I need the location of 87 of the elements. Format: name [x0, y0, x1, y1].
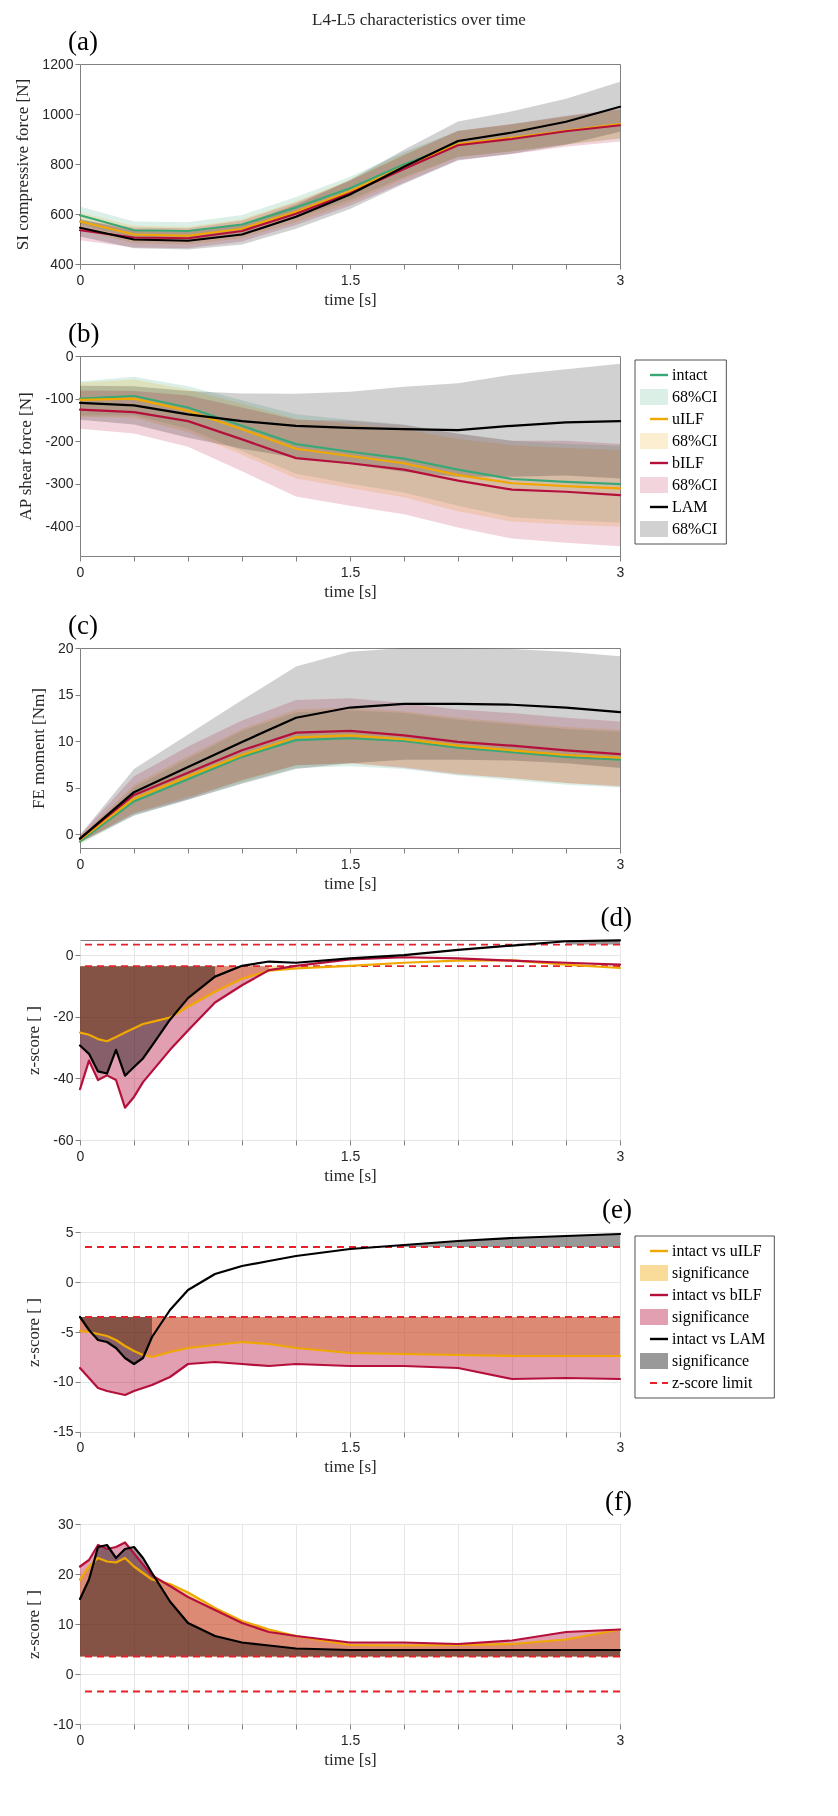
x-tick-label: 3 — [616, 1731, 625, 1748]
x-axis-title: time [s] — [324, 1749, 377, 1769]
y-tick-label: 5 — [65, 1223, 74, 1240]
y-tick-label: -200 — [45, 432, 74, 449]
y-tick-label: 0 — [65, 347, 74, 364]
x-tick-label: 0 — [76, 1439, 85, 1456]
x-tick-label: 1.5 — [340, 271, 361, 288]
y-tick-label: -100 — [45, 390, 74, 407]
x-tick-label: 3 — [616, 1147, 625, 1164]
x-tick-label: 1.5 — [340, 1731, 361, 1748]
y-tick-label: -400 — [45, 517, 74, 534]
y-tick-label: -15 — [53, 1423, 74, 1440]
y-axis-title: z-score [ ] — [24, 1590, 44, 1659]
text: (d) — [600, 902, 632, 932]
line-series — [78, 1329, 622, 1359]
y-tick-label: 800 — [50, 155, 74, 172]
y-tick-label: -5 — [61, 1323, 74, 1340]
text: (c) — [68, 610, 98, 640]
x-tick-label: 0 — [76, 271, 85, 288]
x-tick-label: 1.5 — [340, 1439, 361, 1456]
x-tick-label: 3 — [616, 1439, 625, 1456]
x-axis-title: time [s] — [324, 581, 377, 601]
y-axis-title: z-score [ ] — [24, 1006, 44, 1075]
x-tick-label: 3 — [616, 271, 625, 288]
x-tick-label: 1.5 — [340, 855, 361, 872]
y-tick-label: 0 — [65, 946, 74, 963]
text: significance — [671, 1264, 750, 1282]
line-series — [78, 408, 622, 497]
legend-label: intact — [672, 366, 709, 383]
y-tick-label: -60 — [53, 1131, 74, 1148]
y-tick-label: 400 — [50, 255, 74, 272]
y-tick-label: -20 — [53, 1008, 74, 1025]
x-tick-label: 0 — [76, 563, 85, 580]
y-tick-label: 600 — [50, 205, 74, 222]
line-series — [78, 956, 622, 1109]
y-axis-title: AP shear force [N] — [16, 392, 36, 521]
text: 68%CI — [672, 520, 718, 537]
y-tick-label: 10 — [57, 732, 74, 749]
y-tick-label: 20 — [57, 639, 74, 656]
line-series — [78, 1360, 622, 1397]
chart-title: L4-L5 characteristics over time — [312, 10, 526, 29]
x-tick-label: 1.5 — [340, 1147, 361, 1164]
legend-label: intact vs LAM — [671, 1330, 766, 1347]
text: (b) — [68, 318, 100, 348]
legend-label: uILF — [672, 410, 705, 427]
legend-label: intact vs bILF — [671, 1286, 762, 1303]
y-tick-label: 0 — [65, 1665, 74, 1682]
legend-label: LAM — [672, 498, 708, 515]
x-axis-title: time [s] — [324, 1457, 377, 1477]
text: significance — [671, 1352, 750, 1370]
text: 68%CI — [672, 432, 718, 449]
text: 68%CI — [672, 388, 718, 405]
y-tick-label: 0 — [65, 825, 74, 842]
text: (f) — [605, 1486, 632, 1516]
y-tick-label: 30 — [57, 1515, 74, 1532]
y-tick-label: 1000 — [42, 105, 74, 122]
text: significance — [671, 1308, 750, 1326]
line-series — [78, 959, 622, 1043]
text: (e) — [602, 1194, 632, 1224]
x-axis-title: time [s] — [324, 289, 377, 309]
y-tick-label: 5 — [65, 779, 74, 796]
y-tick-label: -10 — [53, 1715, 74, 1732]
x-axis-title: time [s] — [324, 1165, 377, 1185]
y-tick-label: 1200 — [42, 55, 74, 72]
y-tick-label: -300 — [45, 475, 74, 492]
legend-label: intact vs uILF — [671, 1242, 762, 1259]
y-axis-title: FE moment [Nm] — [28, 688, 48, 809]
x-tick-label: 1.5 — [340, 563, 361, 580]
x-tick-label: 0 — [76, 1731, 85, 1748]
legend-label: bILF — [672, 454, 705, 471]
y-tick-label: -10 — [53, 1373, 74, 1390]
y-tick-label: 0 — [65, 1273, 74, 1290]
y-axis-title: z-score [ ] — [24, 1298, 44, 1367]
x-tick-label: 3 — [616, 563, 625, 580]
text: 68%CI — [672, 476, 718, 493]
y-tick-label: 15 — [57, 686, 74, 703]
text: (a) — [68, 26, 98, 56]
y-tick-label: 20 — [57, 1565, 74, 1582]
x-axis-title: time [s] — [324, 873, 377, 893]
legend-label: z-score limit — [671, 1374, 753, 1391]
y-tick-label: 10 — [57, 1615, 74, 1632]
line-series — [78, 401, 622, 432]
x-tick-label: 3 — [616, 855, 625, 872]
x-tick-label: 0 — [76, 855, 85, 872]
y-axis-title: SI compressive force [N] — [13, 78, 33, 251]
x-tick-label: 0 — [76, 1147, 85, 1164]
y-tick-label: -40 — [53, 1069, 74, 1086]
